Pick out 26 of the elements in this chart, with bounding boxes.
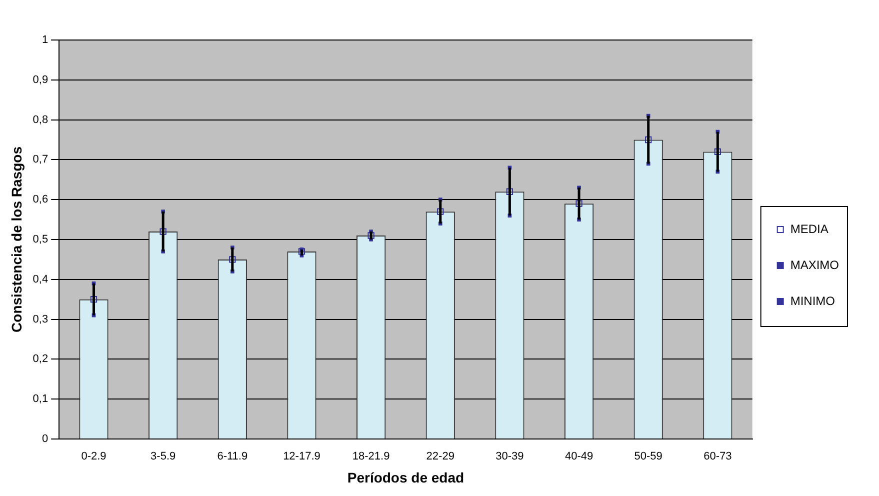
y-tick-label: 0,8: [32, 114, 48, 126]
x-tick-label: 50-59: [634, 450, 662, 463]
x-tick-label: 22-29: [426, 450, 454, 463]
legend-label: MEDIA: [790, 222, 828, 236]
y-axis-title: Consistencia de los Rasgos: [8, 146, 24, 332]
x-tick-label: 0-2.9: [81, 450, 106, 463]
x-tick-label: 18-21.9: [352, 450, 390, 463]
y-tick-label: 0,7: [32, 154, 48, 166]
y-tick-label: 0,5: [32, 234, 48, 246]
x-tick-label: 12-17.9: [283, 450, 320, 463]
y-tick-label: 0,3: [32, 313, 48, 326]
legend-label: MINIMO: [790, 294, 836, 308]
x-tick-label: 60-73: [704, 450, 732, 463]
y-tick-label: 0,4: [32, 273, 48, 286]
x-tick-label: 3-5.9: [150, 450, 176, 463]
x-axis-title: Períodos de edad: [347, 469, 464, 486]
y-tick-label: 0,2: [32, 353, 48, 366]
y-tick-label: 0,9: [32, 74, 48, 86]
legend-label: MAXIMO: [790, 258, 840, 272]
y-tick-label: 0,1: [32, 393, 48, 406]
y-tick-label: 0,6: [32, 194, 48, 206]
x-tick-label: 6-11.9: [217, 450, 248, 463]
x-tick-label: 30-39: [496, 450, 524, 463]
y-tick-label: 0: [42, 433, 48, 446]
x-tick-label: 40-49: [564, 450, 594, 463]
y-tick-label: 1: [42, 34, 48, 46]
